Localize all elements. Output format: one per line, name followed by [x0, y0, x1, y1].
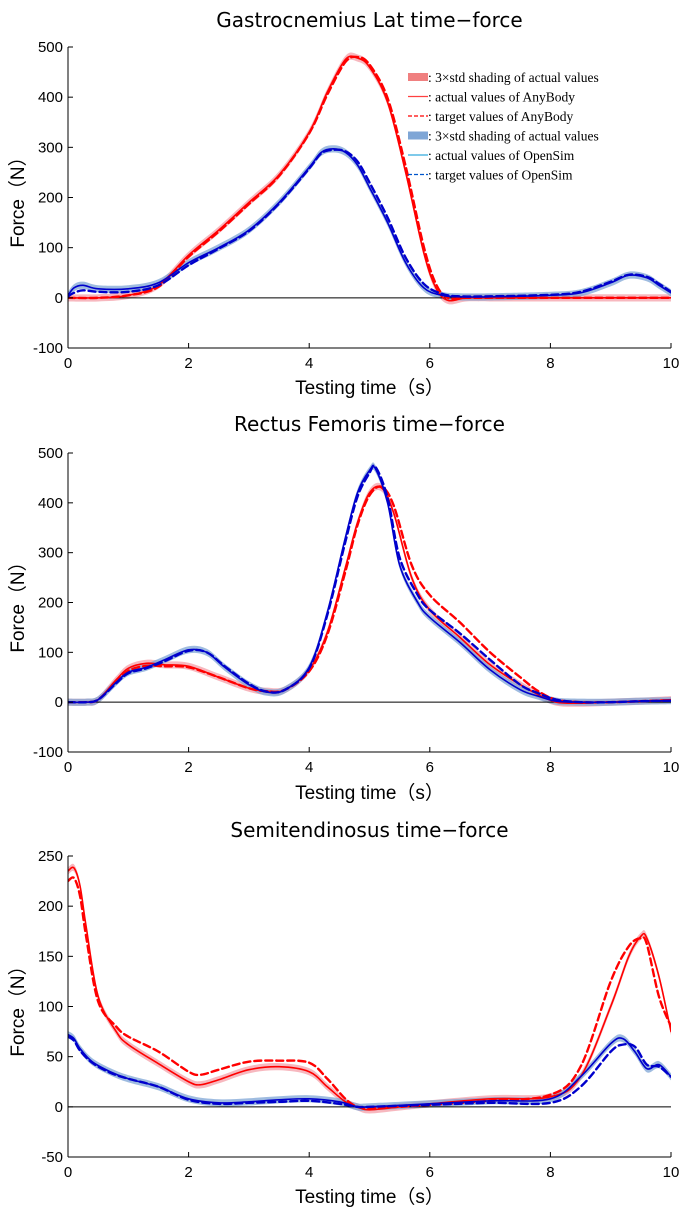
plot-area	[68, 462, 671, 707]
y-tick-label: 300	[38, 139, 63, 156]
y-tick-label: 100	[38, 999, 63, 1016]
legend-entry: : 3×std shading of actual values	[408, 70, 599, 85]
y-tick-label: 500	[38, 39, 63, 56]
x-tick-label: 4	[305, 1164, 313, 1181]
y-tick-label: 100	[38, 240, 63, 257]
legend-label: : actual values of OpenSim	[428, 148, 575, 163]
x-tick-label: 8	[546, 1164, 554, 1181]
legend-label: : 3×std shading of actual values	[428, 70, 599, 85]
x-tick-label: 0	[64, 759, 72, 776]
x-tick-label: 4	[305, 759, 313, 776]
std-shading-opensim	[68, 145, 671, 301]
x-tick-label: 8	[546, 759, 554, 776]
series-line-anybody-target	[68, 876, 671, 1110]
y-tick-label: 0	[55, 694, 63, 711]
y-tick-label: 50	[46, 1049, 63, 1066]
plot-area	[68, 52, 671, 305]
x-tick-label: 6	[426, 355, 434, 372]
series-line-anybody-target	[68, 55, 671, 301]
y-axis-label: Force（N）	[7, 552, 29, 652]
y-tick-label: 200	[38, 190, 63, 207]
y-tick-label: 300	[38, 545, 63, 562]
chart-title: Rectus Femoris time−force	[234, 412, 505, 436]
legend-entry: : actual values of AnyBody	[408, 90, 575, 105]
x-tick-label: 6	[426, 759, 434, 776]
y-tick-label: 400	[38, 495, 63, 512]
series-line-anybody-actual	[68, 55, 671, 302]
x-tick-label: 10	[663, 759, 680, 776]
y-tick-label: -100	[33, 340, 63, 357]
y-tick-label: 400	[38, 89, 63, 106]
x-tick-label: 8	[546, 355, 554, 372]
legend-label: : 3×std shading of actual values	[428, 129, 599, 144]
y-tick-label: -100	[33, 744, 63, 761]
x-tick-label: 10	[663, 1164, 680, 1181]
y-tick-label: 250	[38, 848, 63, 865]
x-tick-label: 2	[184, 759, 192, 776]
x-tick-label: 6	[426, 1164, 434, 1181]
y-tick-label: 0	[55, 1099, 63, 1116]
series-line-opensim-actual	[68, 1033, 671, 1109]
legend-swatch-shade	[408, 131, 428, 140]
legend: : 3×std shading of actual values : actual…	[408, 70, 599, 183]
std-shading-opensim	[68, 462, 671, 706]
plot-area	[68, 863, 671, 1114]
chart-title: Semitendinosus time−force	[230, 818, 508, 842]
x-axis-label: Testing time（s）	[295, 782, 444, 804]
legend-label: : target values of OpenSim	[428, 168, 573, 183]
y-tick-label: 200	[38, 595, 63, 612]
y-tick-label: 200	[38, 898, 63, 915]
series-line-opensim-target	[68, 464, 671, 704]
series-line-opensim-target	[68, 148, 671, 298]
y-tick-label: 500	[38, 445, 63, 462]
legend-entry: : target values of OpenSim	[408, 168, 573, 183]
y-tick-label: 0	[55, 290, 63, 307]
legend-entry: : target values of AnyBody	[408, 109, 573, 124]
x-tick-label: 10	[663, 355, 680, 372]
x-tick-label: 2	[184, 1164, 192, 1181]
x-tick-label: 4	[305, 355, 313, 372]
x-axis-label: Testing time（s）	[295, 377, 444, 399]
legend-label: : target values of AnyBody	[428, 109, 573, 124]
y-axis-label: Force（N）	[7, 147, 29, 247]
x-tick-label: 0	[64, 1164, 72, 1181]
std-shading-opensim	[68, 1030, 671, 1111]
series-line-anybody-target	[68, 485, 671, 704]
y-tick-label: 150	[38, 948, 63, 965]
series-line-anybody-actual	[68, 485, 671, 705]
legend-swatch-shade	[408, 73, 428, 81]
std-shading-anybody	[68, 52, 671, 305]
x-tick-label: 0	[64, 355, 72, 372]
series-line-opensim-actual	[68, 148, 671, 298]
chart-title: Gastrocnemius Lat time−force	[216, 8, 522, 32]
legend-entry: : actual values of OpenSim	[408, 148, 575, 163]
series-line-opensim-target	[68, 1035, 671, 1109]
y-axis-label: Force（N）	[7, 956, 29, 1056]
y-tick-label: -50	[41, 1149, 63, 1166]
y-tick-label: 100	[38, 644, 63, 661]
std-shading-anybody	[68, 482, 671, 707]
legend-label: : actual values of AnyBody	[428, 90, 575, 105]
x-axis-label: Testing time（s）	[295, 1186, 444, 1208]
legend-entry: : 3×std shading of actual values	[408, 129, 599, 144]
x-tick-label: 2	[184, 355, 192, 372]
